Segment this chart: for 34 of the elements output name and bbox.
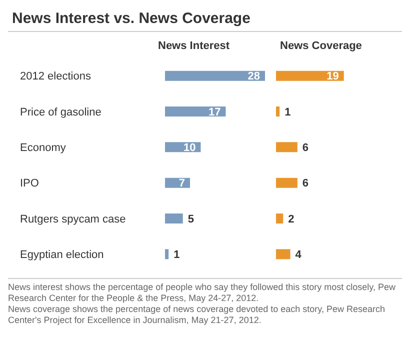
bar — [165, 106, 226, 117]
data-label: 10 — [183, 142, 196, 154]
y-tick-label: IPO — [20, 178, 40, 190]
data-label: 19 — [326, 70, 339, 83]
data-label: 4 — [295, 249, 302, 262]
data-label: 1 — [284, 106, 291, 118]
data-label: 2 — [288, 213, 294, 226]
bar — [276, 142, 298, 152]
y-tick-label: Economy — [20, 142, 66, 154]
bar — [276, 178, 298, 188]
y-tick-label: Rutgers spycam case — [20, 213, 126, 226]
text: News interest shows the percentage of people who say they followed this story most closely, Pew Research Center for the People & the Press, May 24-27, 2012. — [8, 282, 397, 304]
bar — [165, 70, 265, 81]
y-tick-label: Price of gasoline — [20, 106, 102, 118]
y-tick-label: Egyptian election — [20, 249, 104, 262]
bar — [165, 214, 183, 224]
bar — [165, 178, 190, 188]
data-label: 1 — [174, 249, 180, 262]
data-label: 6 — [302, 142, 309, 154]
bar — [276, 70, 344, 81]
series-label: News Coverage — [279, 40, 363, 54]
bar — [276, 106, 280, 117]
y-tick-label: 2012 elections — [20, 70, 92, 83]
data-label: 5 — [188, 213, 194, 226]
series-label: News Interest — [157, 40, 231, 54]
data-label: 28 — [248, 70, 260, 83]
bar — [276, 249, 290, 260]
bar — [276, 214, 284, 224]
text: News coverage shows the percentage of news coverage devoted to each story, Pew Research Center's Project for Excellence in Journalism, May 21-27, 2012. — [8, 304, 386, 326]
data-label: 6 — [302, 178, 309, 190]
data-label: 7 — [178, 178, 185, 190]
data-label: 17 — [208, 106, 221, 118]
chart-title: News Interest vs. News Coverage — [8, 8, 402, 32]
bar — [165, 249, 169, 260]
